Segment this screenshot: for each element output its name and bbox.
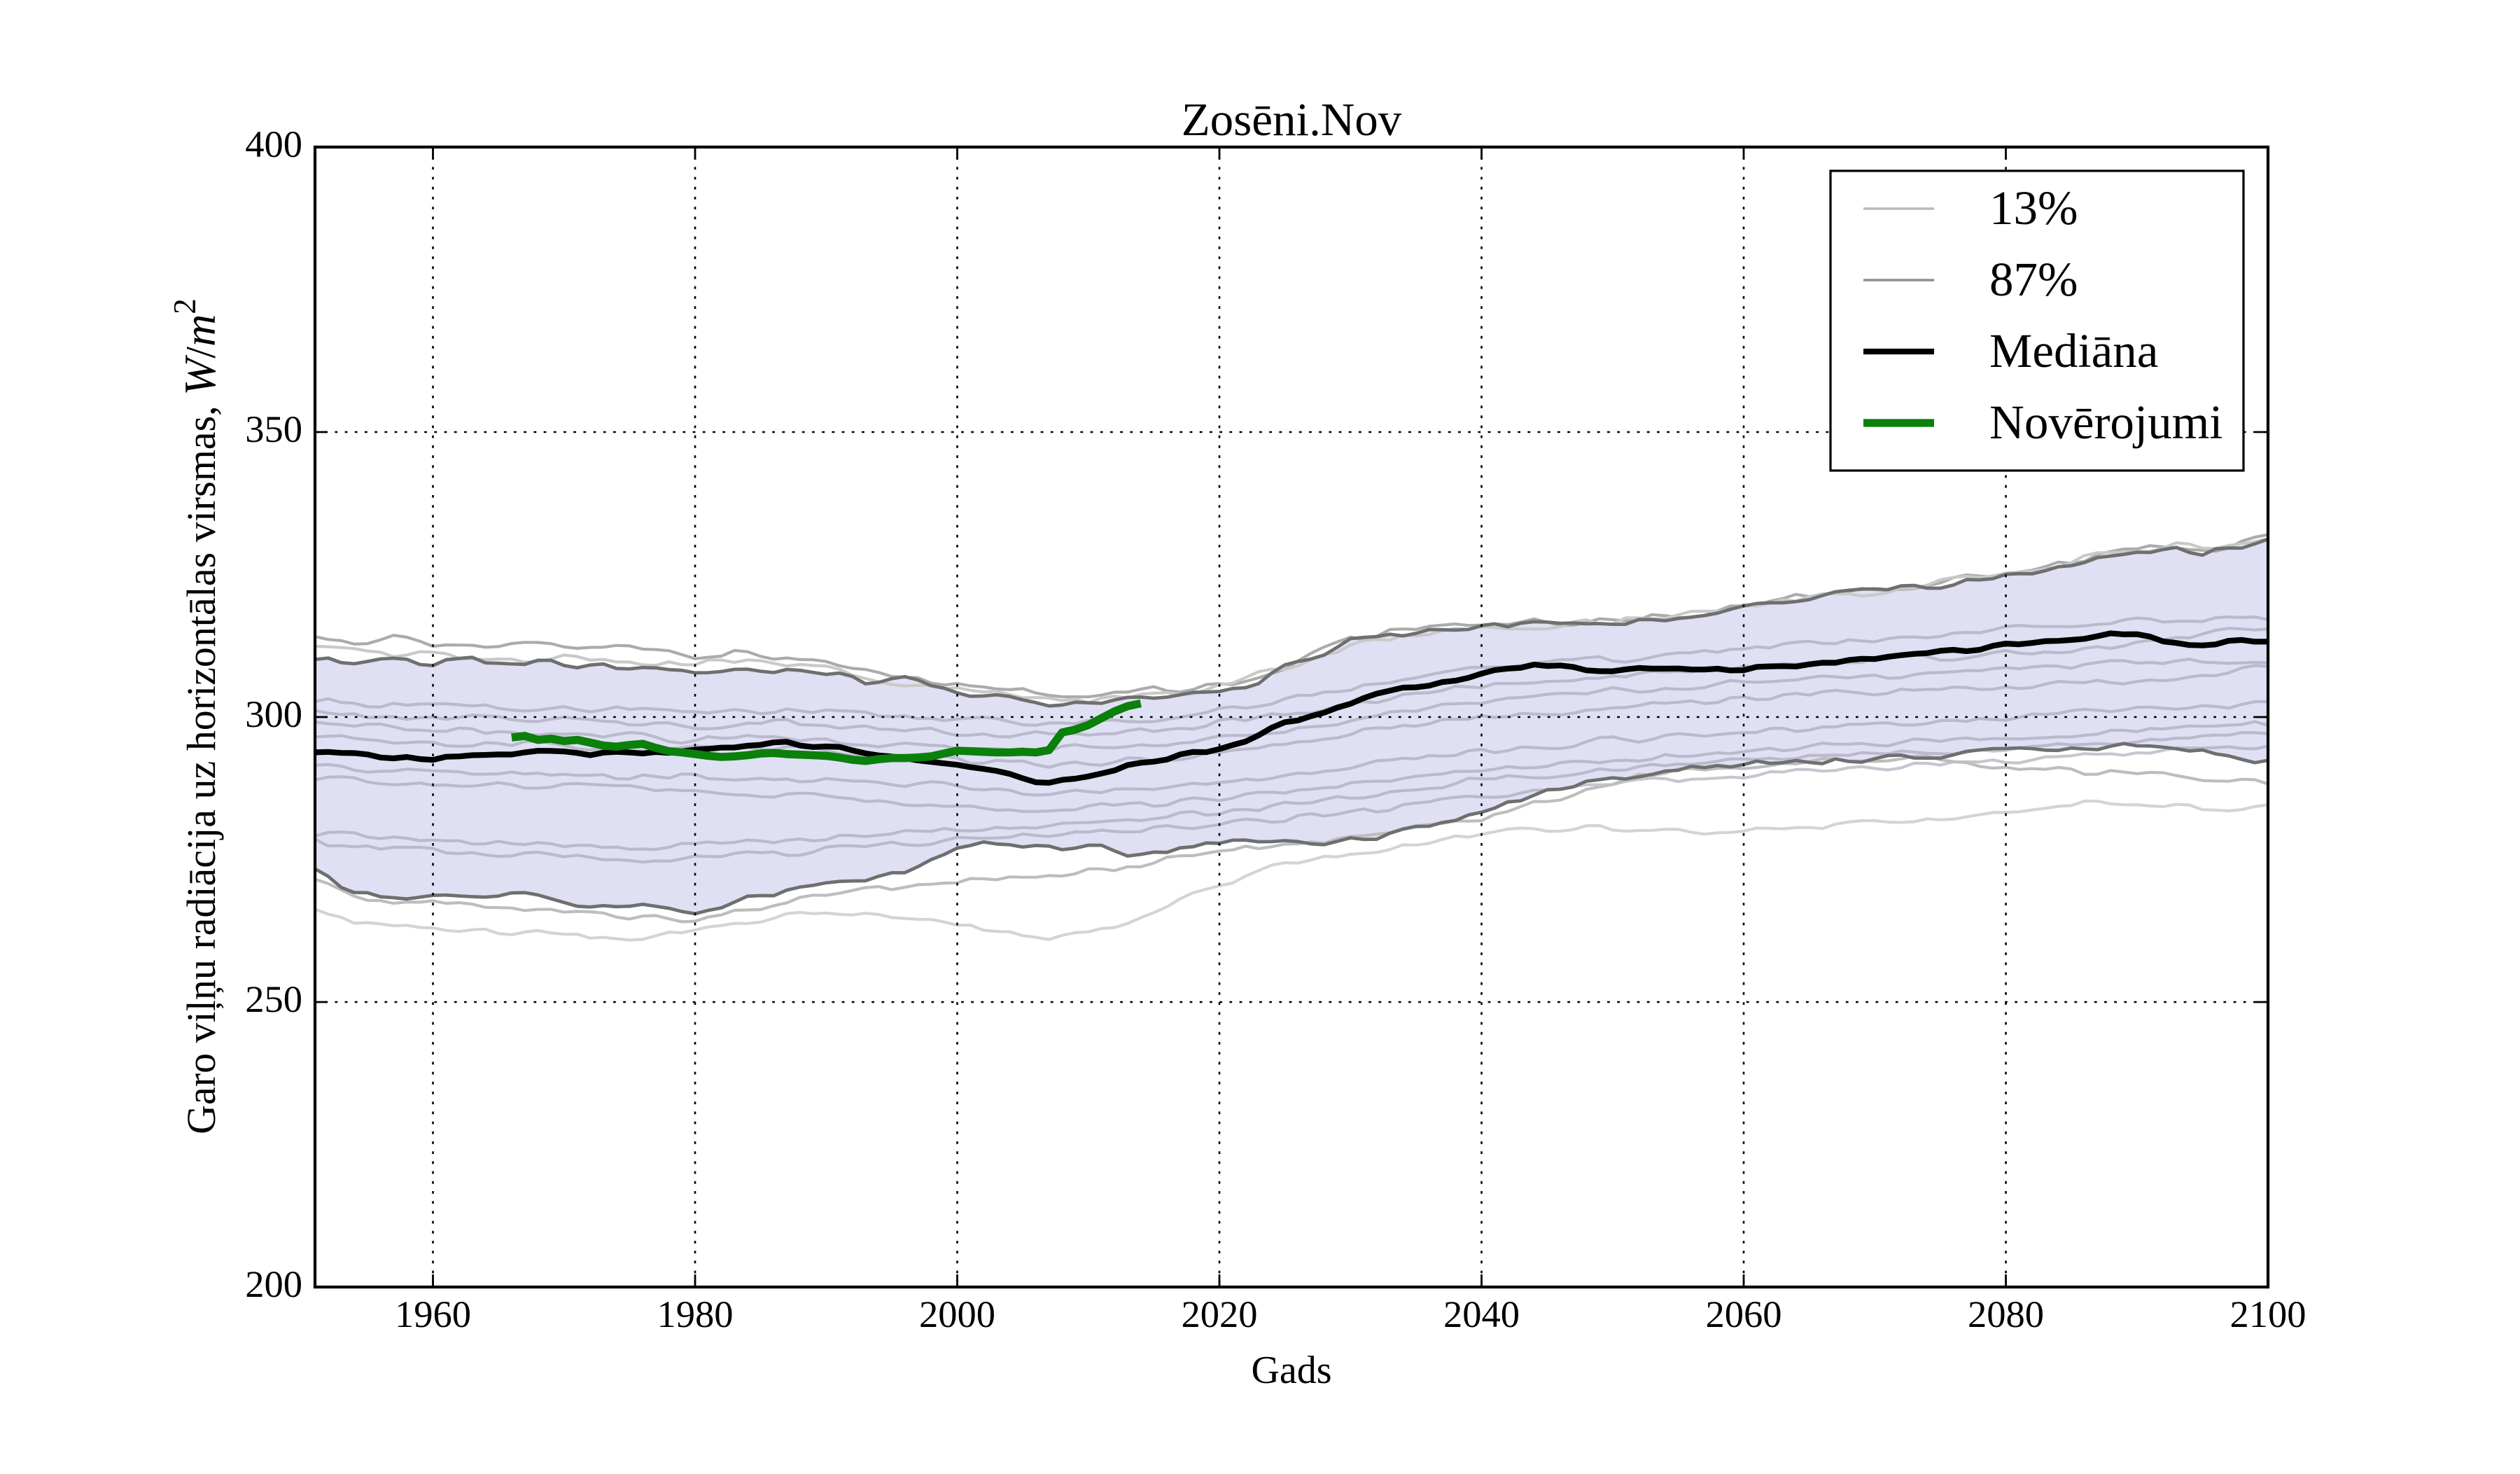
svg-text:300: 300 (245, 693, 302, 735)
svg-text:2100: 2100 (2230, 1293, 2306, 1335)
svg-text:13%: 13% (1989, 181, 2078, 235)
svg-text:250: 250 (245, 978, 302, 1020)
svg-text:2080: 2080 (1968, 1293, 2044, 1335)
svg-text:2060: 2060 (1706, 1293, 1782, 1335)
svg-text:Novērojumi: Novērojumi (1989, 396, 2222, 449)
svg-text:Gads: Gads (1251, 1349, 1331, 1392)
svg-text:1960: 1960 (395, 1293, 471, 1335)
svg-text:350: 350 (245, 408, 302, 450)
svg-text:Zosēni.Nov: Zosēni.Nov (1182, 94, 1402, 146)
svg-text:87%: 87% (1989, 253, 2078, 306)
svg-text:2000: 2000 (919, 1293, 995, 1335)
svg-text:Mediāna: Mediāna (1989, 324, 2158, 377)
svg-text:400: 400 (245, 123, 302, 165)
svg-text:1980: 1980 (657, 1293, 734, 1335)
svg-text:200: 200 (245, 1263, 302, 1305)
svg-text:2040: 2040 (1443, 1293, 1520, 1335)
svg-text:2020: 2020 (1182, 1293, 1258, 1335)
